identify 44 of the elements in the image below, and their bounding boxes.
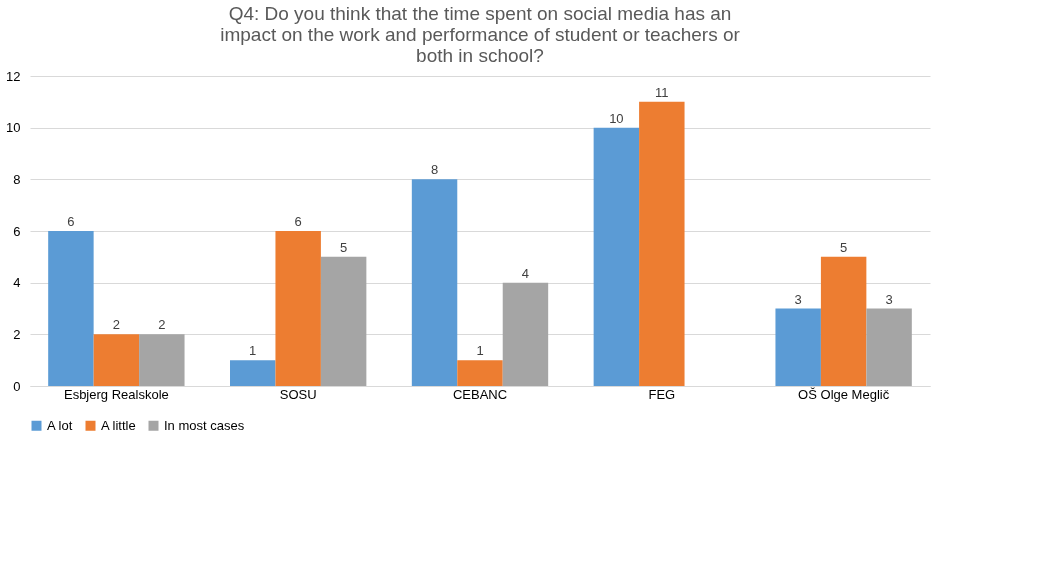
data-label: 8 xyxy=(430,162,439,178)
data-label: 5 xyxy=(340,239,348,255)
y-tick-label: 4 xyxy=(13,275,21,291)
bar xyxy=(502,282,549,386)
data-label: 3 xyxy=(885,291,893,307)
bar xyxy=(593,127,640,386)
legend-label: In most cases xyxy=(164,417,245,433)
y-tick-label: 2 xyxy=(13,326,21,342)
data-label: 1 xyxy=(249,343,257,359)
data-label: 1 xyxy=(476,343,484,359)
y-tick-label: 12 xyxy=(6,68,21,84)
bar xyxy=(639,101,685,386)
bar xyxy=(411,179,458,386)
bar xyxy=(275,231,321,386)
x-tick-label: OŠ Olge Meglič xyxy=(798,386,890,402)
data-label: 2 xyxy=(112,317,120,333)
bar xyxy=(93,334,140,386)
bar xyxy=(320,256,367,386)
legend-label: A lot xyxy=(47,417,73,433)
x-tick-label: SOSU xyxy=(279,386,317,402)
bar xyxy=(48,231,94,386)
bar xyxy=(457,360,503,386)
bar xyxy=(139,334,185,386)
chart-title: Q4: Do you think that the time spent on social media has an impact on the work and performance of student or teachers or both in school? xyxy=(220,3,741,66)
bar xyxy=(866,308,912,386)
x-tick-label: Esbjerg Realskole xyxy=(63,386,169,402)
bar xyxy=(820,256,867,386)
y-tick-label: 10 xyxy=(6,120,21,136)
data-label: 10 xyxy=(609,110,624,126)
data-label: 2 xyxy=(158,317,166,333)
x-tick-label: FEG xyxy=(648,386,676,402)
x-tick-label: CEBANC xyxy=(452,386,508,402)
bar xyxy=(230,360,276,386)
legend-label: A little xyxy=(101,417,136,433)
data-label: 4 xyxy=(521,265,530,281)
data-label: 6 xyxy=(67,214,75,229)
data-label: 6 xyxy=(294,214,302,229)
data-label: 11 xyxy=(655,84,669,100)
data-label: 5 xyxy=(840,239,848,255)
y-tick-label: 6 xyxy=(13,223,21,239)
y-tick-label: 0 xyxy=(13,378,21,394)
data-label: 3 xyxy=(794,291,802,307)
y-tick-label: 8 xyxy=(13,171,21,187)
bar xyxy=(775,308,821,386)
